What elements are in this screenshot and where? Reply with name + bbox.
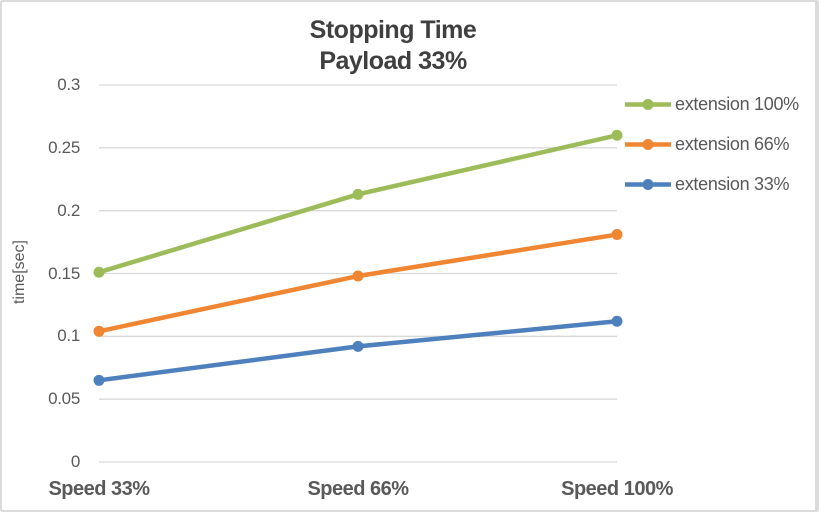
legend-item: extension 33%	[624, 170, 789, 198]
series-marker-extension-100-	[93, 266, 105, 278]
legend-label: extension 33%	[675, 173, 790, 194]
series-marker-extension-33-	[93, 374, 105, 386]
x-category-label: Speed 66%	[307, 478, 409, 500]
chart-title-line1: Stopping Time	[309, 16, 477, 44]
y-tick-label: 0.05	[48, 389, 80, 409]
chart-title: Stopping Time Payload 33%	[2, 15, 784, 77]
legend-line-marker-swatch	[625, 138, 671, 150]
y-tick-label: 0.25	[48, 137, 80, 157]
chart-title-line2: Payload 33%	[319, 47, 467, 75]
y-tick-label: 0.2	[57, 200, 80, 220]
series-marker-extension-66-	[611, 229, 623, 241]
legend-item: extension 66%	[624, 130, 789, 158]
x-category-label: Speed 33%	[48, 478, 150, 500]
series-marker-extension-33-	[611, 315, 623, 327]
y-tick-label: 0.15	[48, 263, 80, 283]
y-tick-label: 0.3	[57, 75, 80, 94]
series-marker-extension-100-	[352, 188, 364, 200]
x-category-label: Speed 100%	[561, 478, 673, 500]
y-tick-label: 0.1	[57, 326, 80, 346]
legend-item: extension 100%	[624, 90, 799, 118]
series-marker-extension-66-	[93, 325, 105, 337]
legend-line-marker-swatch	[625, 178, 671, 190]
series-marker-extension-33-	[352, 340, 364, 352]
y-tick-label: 0	[70, 452, 80, 471]
y-axis-title: time[sec]	[11, 240, 28, 305]
series-line-extension-100-	[96, 133, 620, 275]
legend-label: extension 100%	[675, 93, 799, 114]
legend-label: extension 66%	[675, 133, 790, 154]
legend-line-marker-swatch	[625, 98, 671, 110]
series-marker-extension-100-	[611, 129, 623, 141]
series-marker-extension-66-	[352, 270, 364, 282]
